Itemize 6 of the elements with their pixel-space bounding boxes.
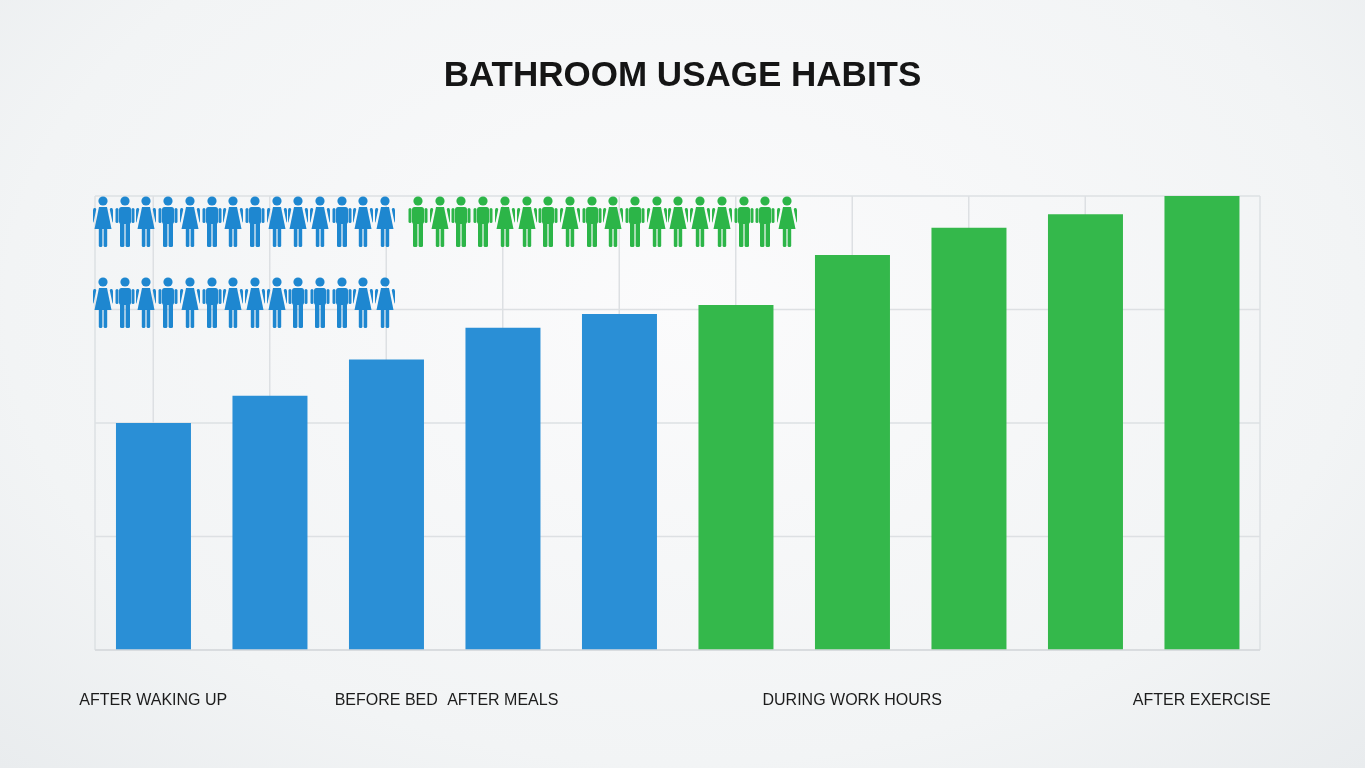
- x-tick-label: AFTER WAKING UP: [79, 691, 228, 709]
- chart-title: BATHROOM USAGE HABITS: [443, 53, 922, 95]
- x-tick-label: DURING WORK HOURS: [762, 691, 943, 709]
- x-tick-label: AFTER MEALS: [447, 691, 559, 709]
- x-tick-label: BEFORE BED: [334, 691, 438, 709]
- x-tick-label: AFTER EXERCISE: [1132, 691, 1271, 709]
